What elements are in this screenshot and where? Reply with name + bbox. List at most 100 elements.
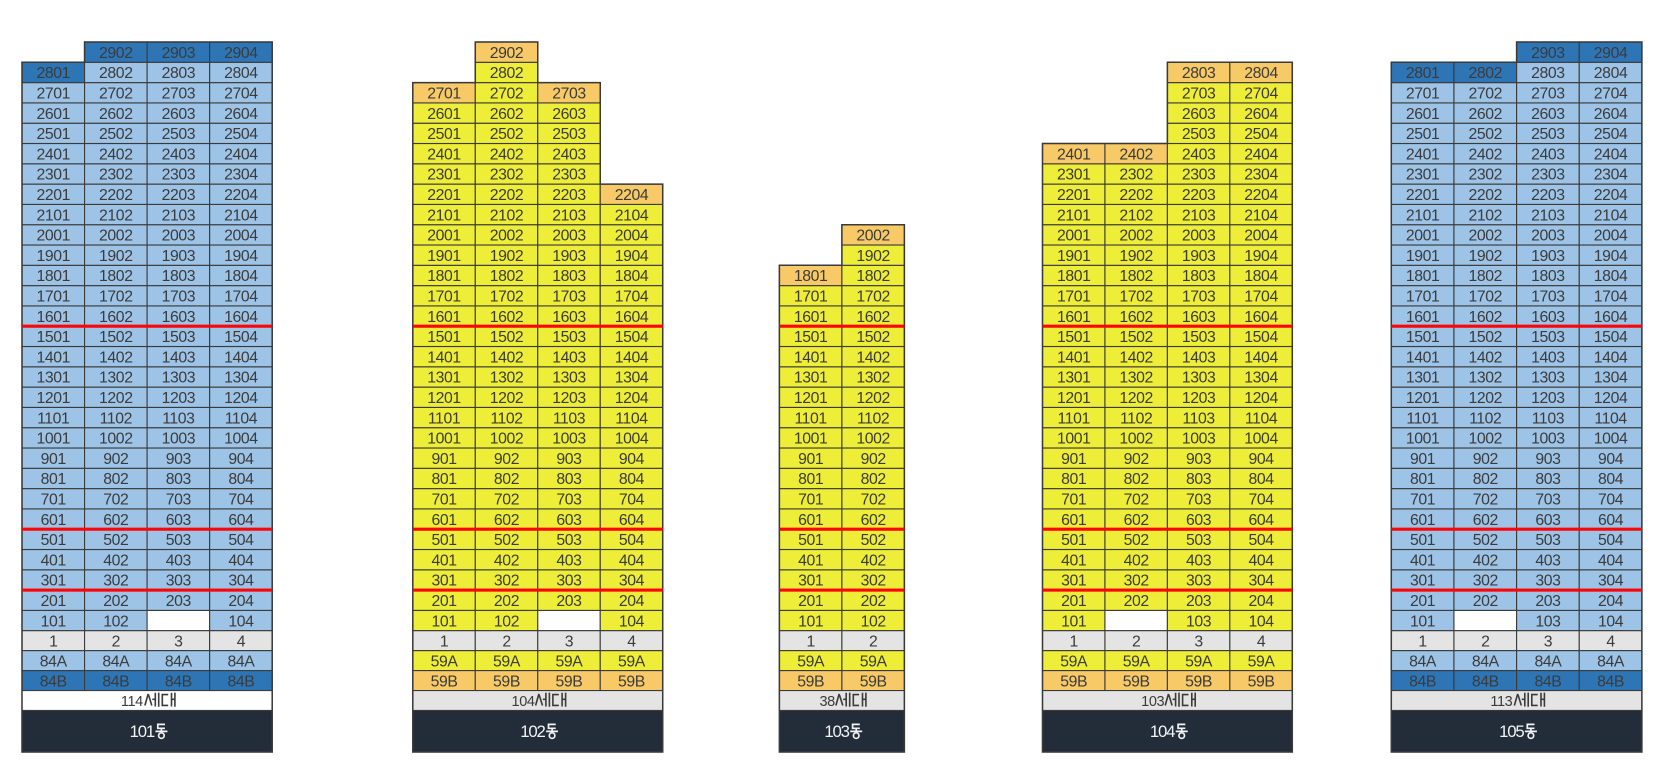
svg-text:2304: 2304 [1244, 167, 1278, 184]
svg-text:1703: 1703 [1531, 289, 1565, 306]
svg-text:1604: 1604 [1244, 309, 1278, 326]
svg-text:1804: 1804 [1594, 268, 1628, 285]
svg-text:1801: 1801 [794, 268, 828, 285]
svg-text:84A: 84A [1597, 653, 1625, 670]
svg-text:2301: 2301 [1406, 167, 1440, 184]
svg-text:203: 203 [1535, 593, 1561, 610]
svg-text:2904: 2904 [1594, 45, 1628, 62]
svg-text:2703: 2703 [552, 86, 586, 103]
svg-text:2603: 2603 [162, 106, 196, 123]
svg-text:1001: 1001 [794, 431, 828, 448]
svg-text:2604: 2604 [1244, 106, 1278, 123]
svg-text:1002: 1002 [1119, 431, 1153, 448]
svg-text:1801: 1801 [1057, 268, 1091, 285]
svg-text:2102: 2102 [490, 207, 524, 224]
svg-text:802: 802 [1124, 471, 1149, 488]
svg-text:1101: 1101 [1406, 410, 1439, 427]
svg-text:1702: 1702 [99, 289, 133, 306]
svg-text:1002: 1002 [99, 431, 133, 448]
svg-text:704: 704 [1598, 492, 1624, 509]
svg-text:304: 304 [1248, 573, 1274, 590]
svg-text:804: 804 [1598, 471, 1624, 488]
svg-text:1202: 1202 [99, 390, 133, 407]
svg-text:2604: 2604 [1594, 106, 1628, 123]
svg-text:703: 703 [166, 492, 192, 509]
svg-text:1304: 1304 [1594, 370, 1628, 387]
svg-text:59B: 59B [618, 673, 645, 690]
svg-text:302: 302 [494, 573, 519, 590]
svg-text:1302: 1302 [1469, 370, 1503, 387]
svg-text:2303: 2303 [552, 167, 586, 184]
svg-text:84B: 84B [1534, 673, 1561, 690]
svg-text:84A: 84A [165, 653, 193, 670]
svg-text:1002: 1002 [856, 431, 890, 448]
svg-text:102: 102 [861, 613, 886, 630]
svg-text:1304: 1304 [1244, 370, 1278, 387]
svg-text:2401: 2401 [1057, 146, 1091, 163]
svg-text:1004: 1004 [1244, 431, 1278, 448]
svg-text:1703: 1703 [1182, 289, 1216, 306]
svg-text:84A: 84A [227, 653, 255, 670]
svg-text:2004: 2004 [615, 228, 649, 245]
svg-text:3: 3 [1544, 633, 1553, 650]
svg-text:903: 903 [166, 451, 192, 468]
svg-text:304: 304 [619, 573, 645, 590]
svg-text:1102: 1102 [857, 410, 889, 427]
svg-text:2702: 2702 [99, 86, 133, 103]
svg-text:801: 801 [1061, 471, 1087, 488]
svg-text:2201: 2201 [1057, 187, 1091, 204]
svg-text:1503: 1503 [552, 329, 586, 346]
svg-text:103: 103 [1535, 613, 1561, 630]
svg-text:1701: 1701 [1057, 289, 1091, 306]
svg-text:201: 201 [41, 593, 67, 610]
svg-text:1003: 1003 [552, 431, 586, 448]
svg-text:1104: 1104 [615, 410, 648, 427]
svg-text:1304: 1304 [615, 370, 649, 387]
svg-text:1003: 1003 [1531, 431, 1565, 448]
svg-text:38: 38 [820, 694, 836, 710]
svg-text:504: 504 [619, 532, 645, 549]
svg-text:1703: 1703 [162, 289, 196, 306]
svg-text:2003: 2003 [552, 228, 586, 245]
svg-text:901: 901 [431, 451, 457, 468]
svg-text:2704: 2704 [1594, 86, 1628, 103]
svg-text:104: 104 [1598, 613, 1624, 630]
svg-text:303: 303 [166, 573, 192, 590]
svg-text:2404: 2404 [1244, 146, 1278, 163]
svg-text:2003: 2003 [1182, 228, 1216, 245]
svg-text:2703: 2703 [162, 86, 196, 103]
svg-text:2904: 2904 [224, 45, 258, 62]
svg-text:401: 401 [1061, 552, 1087, 569]
svg-text:1901: 1901 [1057, 248, 1091, 265]
svg-text:604: 604 [228, 512, 254, 529]
svg-text:1604: 1604 [615, 309, 649, 326]
svg-text:902: 902 [103, 451, 128, 468]
svg-text:602: 602 [861, 512, 886, 529]
svg-text:101: 101 [130, 722, 155, 741]
svg-text:101: 101 [798, 613, 824, 630]
svg-text:1302: 1302 [1119, 370, 1153, 387]
svg-text:3: 3 [1194, 633, 1203, 650]
svg-text:2104: 2104 [615, 207, 649, 224]
svg-text:2701: 2701 [1406, 86, 1440, 103]
svg-text:402: 402 [494, 552, 519, 569]
svg-text:103: 103 [1141, 694, 1164, 710]
svg-text:101: 101 [1061, 613, 1087, 630]
svg-text:105: 105 [1499, 722, 1524, 741]
svg-text:1404: 1404 [615, 349, 649, 366]
svg-text:603: 603 [1535, 512, 1561, 529]
svg-text:2104: 2104 [1594, 207, 1628, 224]
svg-text:302: 302 [1473, 573, 1498, 590]
svg-text:1701: 1701 [36, 289, 70, 306]
svg-text:1102: 1102 [100, 410, 132, 427]
svg-text:701: 701 [431, 492, 457, 509]
svg-text:1504: 1504 [224, 329, 258, 346]
svg-text:202: 202 [494, 593, 519, 610]
svg-text:104: 104 [1150, 722, 1175, 741]
svg-text:59A: 59A [493, 653, 521, 670]
svg-text:2701: 2701 [427, 86, 461, 103]
svg-text:903: 903 [1535, 451, 1561, 468]
svg-text:2202: 2202 [490, 187, 524, 204]
svg-text:1504: 1504 [615, 329, 649, 346]
svg-text:104: 104 [619, 613, 645, 630]
